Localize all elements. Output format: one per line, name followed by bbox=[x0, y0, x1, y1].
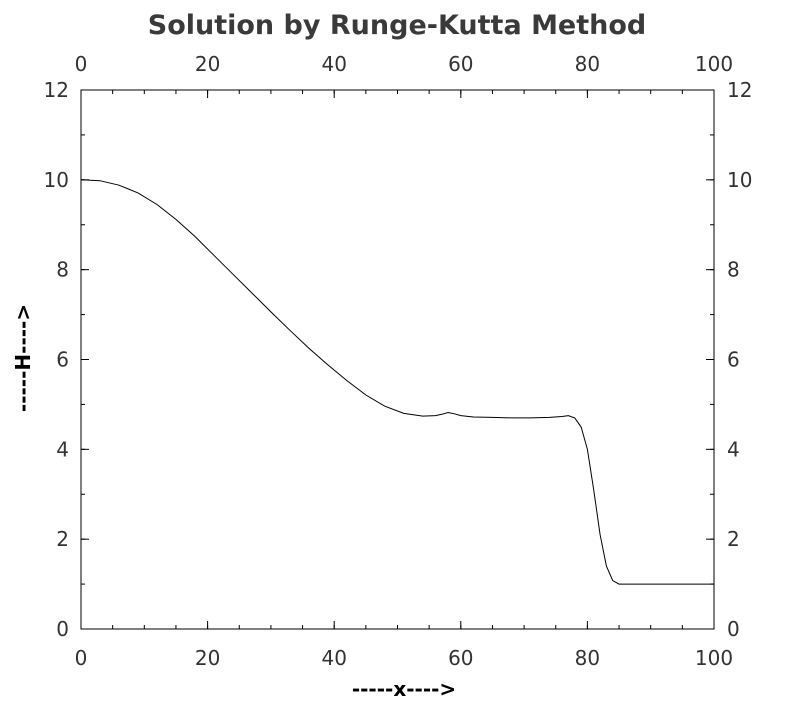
y-tick-label: 6 bbox=[56, 348, 69, 372]
y-tick-label-right: 0 bbox=[727, 617, 740, 641]
x-tick-label-top: 80 bbox=[575, 52, 600, 76]
x-tick-label: 100 bbox=[695, 646, 733, 670]
x-tick-label-top: 0 bbox=[75, 52, 88, 76]
ticks-layer bbox=[80, 89, 715, 630]
series-line bbox=[80, 179, 714, 585]
x-tick-label: 40 bbox=[321, 646, 346, 670]
plot-frame bbox=[80, 89, 715, 630]
y-tick-label: 10 bbox=[44, 168, 69, 192]
y-tick-label: 2 bbox=[56, 527, 69, 551]
x-tick-label: 0 bbox=[75, 646, 88, 670]
y-tick-label-right: 6 bbox=[727, 348, 740, 372]
y-tick-label: 0 bbox=[56, 617, 69, 641]
x-tick-label-top: 20 bbox=[195, 52, 220, 76]
x-tick-label: 60 bbox=[448, 646, 473, 670]
chart-title: Solution by Runge-Kutta Method bbox=[148, 10, 647, 41]
x-axis-label: -----x----> bbox=[352, 677, 456, 701]
x-tick-label: 20 bbox=[195, 646, 220, 670]
y-tick-label: 12 bbox=[44, 78, 69, 102]
y-tick-label: 4 bbox=[56, 437, 69, 461]
y-tick-label-right: 4 bbox=[727, 437, 740, 461]
x-tick-label-top: 40 bbox=[321, 52, 346, 76]
x-tick-label-top: 60 bbox=[448, 52, 473, 76]
y-tick-label-right: 10 bbox=[727, 168, 752, 192]
y-tick-label: 8 bbox=[56, 258, 69, 282]
y-tick-label-right: 8 bbox=[727, 258, 740, 282]
x-tick-label: 80 bbox=[575, 646, 600, 670]
y-axis-label: -----H----> bbox=[11, 304, 35, 412]
y-tick-label-right: 12 bbox=[727, 78, 752, 102]
y-tick-label-right: 2 bbox=[727, 527, 740, 551]
x-tick-label-top: 100 bbox=[695, 52, 733, 76]
